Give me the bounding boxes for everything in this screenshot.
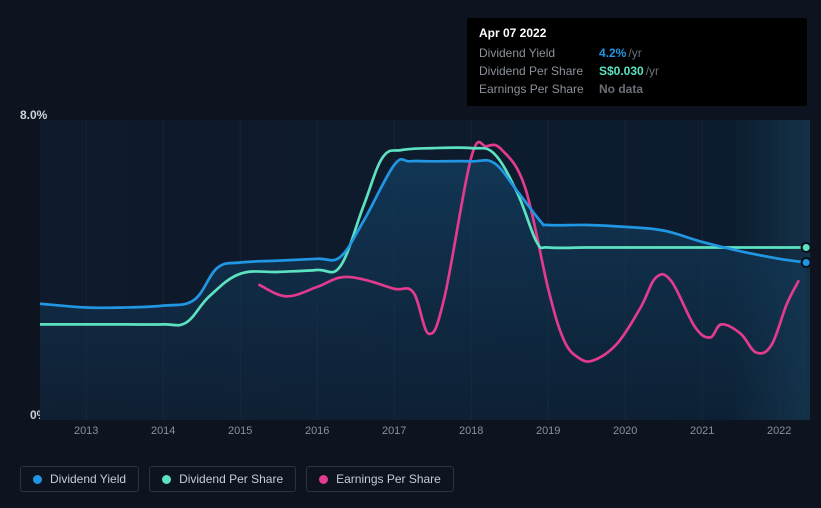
legend-item-earnings-per-share[interactable]: Earnings Per Share xyxy=(306,466,454,492)
legend-label: Dividend Yield xyxy=(50,472,126,486)
tooltip-row: Dividend Per ShareS$0.030/yr xyxy=(479,62,795,80)
tooltip-row: Dividend Yield4.2%/yr xyxy=(479,44,795,62)
x-axis: 2013 2014 2015 2016 2017 2018 2019 2020 2021 2022 xyxy=(40,425,810,445)
tooltip-row-value: 4.2% xyxy=(599,46,626,60)
x-tick: 2022 xyxy=(767,425,791,437)
legend-item-dividend-per-share[interactable]: Dividend Per Share xyxy=(149,466,296,492)
chart-legend: Dividend Yield Dividend Per Share Earnings… xyxy=(20,466,454,492)
chart-tooltip: Apr 07 2022 Dividend Yield4.2%/yrDividen… xyxy=(467,18,807,106)
tooltip-row: Earnings Per ShareNo data xyxy=(479,80,795,98)
legend-swatch xyxy=(33,475,42,484)
tooltip-row-value: S$0.030 xyxy=(599,64,644,78)
series-endpoint-dividend-per-share xyxy=(802,243,810,252)
legend-item-dividend-yield[interactable]: Dividend Yield xyxy=(20,466,139,492)
plot-area[interactable] xyxy=(40,120,810,420)
tooltip-date: Apr 07 2022 xyxy=(479,26,795,40)
x-tick: 2016 xyxy=(305,425,329,437)
tooltip-row-value: No data xyxy=(599,82,643,96)
legend-label: Earnings Per Share xyxy=(336,472,441,486)
x-tick: 2014 xyxy=(151,425,175,437)
x-tick: 2020 xyxy=(613,425,637,437)
x-tick: 2017 xyxy=(382,425,406,437)
x-tick: 2015 xyxy=(228,425,252,437)
x-tick: 2019 xyxy=(536,425,560,437)
legend-swatch xyxy=(162,475,171,484)
tooltip-row-label: Dividend Yield xyxy=(479,44,599,62)
x-tick: 2021 xyxy=(690,425,714,437)
x-tick: 2013 xyxy=(74,425,98,437)
tooltip-row-unit: /yr xyxy=(646,64,659,78)
legend-swatch xyxy=(319,475,328,484)
tooltip-row-label: Dividend Per Share xyxy=(479,62,599,80)
tooltip-row-label: Earnings Per Share xyxy=(479,80,599,98)
x-tick: 2018 xyxy=(459,425,483,437)
legend-label: Dividend Per Share xyxy=(179,472,283,486)
series-endpoint-dividend-yield xyxy=(802,258,810,267)
tooltip-row-unit: /yr xyxy=(628,46,641,60)
dividend-chart[interactable]: 8.0% 0% xyxy=(20,110,810,420)
